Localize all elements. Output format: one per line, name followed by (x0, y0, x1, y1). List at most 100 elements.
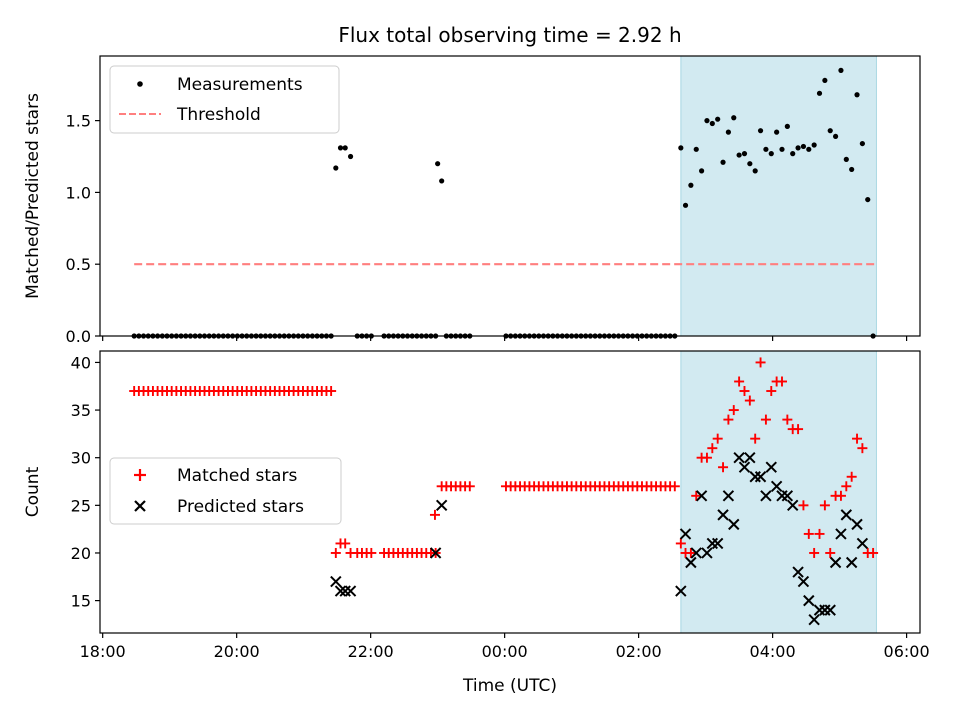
legend-measurements-marker (137, 81, 143, 87)
bottom-y-axis-label: Count (23, 466, 43, 517)
matched-star-point (340, 538, 351, 549)
predicted-star-point (856, 537, 869, 550)
matched-star-point (798, 500, 809, 511)
predicted-star-point (781, 490, 794, 502)
legend-threshold-label: Threshold (176, 105, 261, 125)
predicted-star-point (744, 451, 756, 464)
predicted-star-point (738, 461, 751, 473)
matched-star-point (803, 528, 814, 539)
measurement-point (736, 152, 742, 158)
bottom-y-ticks: 15 20 25 30 35 40 (71, 353, 100, 611)
legend-matched-marker (134, 469, 146, 481)
chart-title: Flux total observing time = 2.92 h (338, 23, 681, 47)
predicted-star-point (690, 547, 702, 559)
top-shaded-region (680, 55, 877, 337)
measurement-point (859, 140, 865, 147)
measurement-point (337, 145, 344, 151)
predicted-star-point (717, 509, 729, 521)
predicted-star-point (851, 518, 863, 531)
predicted-star-point (760, 490, 772, 502)
measurement-point (715, 116, 721, 122)
predicted-star-point (765, 461, 777, 473)
matched-star-point (701, 452, 712, 463)
measurement-point (333, 165, 339, 171)
predicted-star-point (840, 509, 853, 521)
measurement-point (709, 120, 715, 127)
measurement-point (678, 145, 684, 151)
matched-star-point (835, 490, 846, 501)
matched-star-point (326, 386, 337, 397)
y-tick-label: 30 (71, 449, 91, 468)
bottom-legend-box (109, 457, 342, 525)
matched-star-point (707, 443, 718, 454)
predicted-star-point (429, 547, 442, 559)
measurement-point (790, 151, 796, 157)
predicted-star-point (787, 499, 799, 512)
y-tick-label: 40 (71, 353, 91, 372)
matched-star-point (793, 424, 804, 435)
predicted-star-point (770, 480, 783, 492)
matched-star-point (675, 538, 686, 549)
matched-star-point (852, 433, 863, 444)
measurement-point (688, 182, 694, 188)
bottom-predicted-points (330, 451, 869, 626)
legend-predicted-marker (134, 500, 146, 512)
matched-star-point (429, 509, 440, 520)
predicted-star-point (792, 566, 804, 578)
matched-star-point (691, 490, 702, 501)
predicted-star-point (685, 556, 697, 569)
y-tick-label: 20 (71, 544, 91, 563)
measurement-point (741, 151, 748, 157)
bottom-axes-frame (99, 350, 921, 634)
matched-star-point (814, 528, 825, 539)
top-axes: 0.0 0.5 1.0 1.5 Matched/Predicted stars Mea… (23, 55, 921, 346)
measurement-point (747, 161, 753, 167)
legend-predicted-label: Predicted stars (177, 497, 304, 517)
top-legend: Measurements Threshold (109, 65, 340, 134)
matched-star-point (776, 376, 787, 387)
matched-star-point (782, 414, 793, 425)
predicted-star-point (829, 556, 842, 569)
y-tick-label: 1.0 (66, 183, 91, 202)
y-tick-label: 35 (71, 401, 91, 420)
measurement-point (757, 128, 764, 134)
matched-star-point (750, 433, 761, 444)
measurement-point (849, 166, 855, 173)
bottom-x-ticks: 18:00 20:00 22:00 00:00 02:00 04:00 06:00 (80, 633, 930, 661)
matched-star-point (760, 414, 771, 425)
predicted-star-point (845, 556, 858, 569)
matched-star-point (712, 433, 723, 444)
matched-star-point (330, 547, 341, 558)
bottom-matched-points (129, 357, 879, 558)
top-axes-frame (99, 55, 921, 337)
matched-star-point (734, 376, 745, 387)
matched-star-point (728, 405, 739, 416)
bottom-legend: Matched stars Predicted stars (109, 457, 342, 525)
bottom-axes: 18:00 20:00 22:00 00:00 02:00 04:00 06:00 15 20… (23, 350, 930, 696)
predicted-star-point (728, 518, 740, 531)
matched-star-point (744, 395, 755, 406)
predicted-star-point (733, 451, 745, 464)
predicted-star-point (679, 528, 692, 540)
measurement-point (854, 92, 860, 98)
measurement-point (439, 178, 445, 184)
predicted-star-point (808, 613, 820, 626)
measurement-point (693, 146, 699, 152)
x-tick-label: 00:00 (482, 642, 528, 661)
measurement-point (347, 153, 354, 160)
predicted-star-point (835, 528, 847, 540)
legend-matched-label: Matched stars (177, 466, 297, 486)
top-legend-box (109, 65, 340, 134)
x-tick-label: 22:00 (348, 642, 394, 661)
measurement-point (806, 146, 812, 152)
predicted-star-point (797, 575, 810, 588)
matched-star-point (739, 386, 750, 397)
x-tick-label: 18:00 (80, 642, 126, 661)
top-y-ticks: 0.0 0.5 1.0 1.5 (66, 112, 100, 346)
predicted-star-point (334, 585, 347, 597)
measurement-point (827, 128, 833, 134)
matched-star-point (868, 547, 879, 558)
measurement-point (699, 168, 705, 174)
measurement-point (725, 129, 731, 135)
measurement-point (682, 202, 689, 208)
